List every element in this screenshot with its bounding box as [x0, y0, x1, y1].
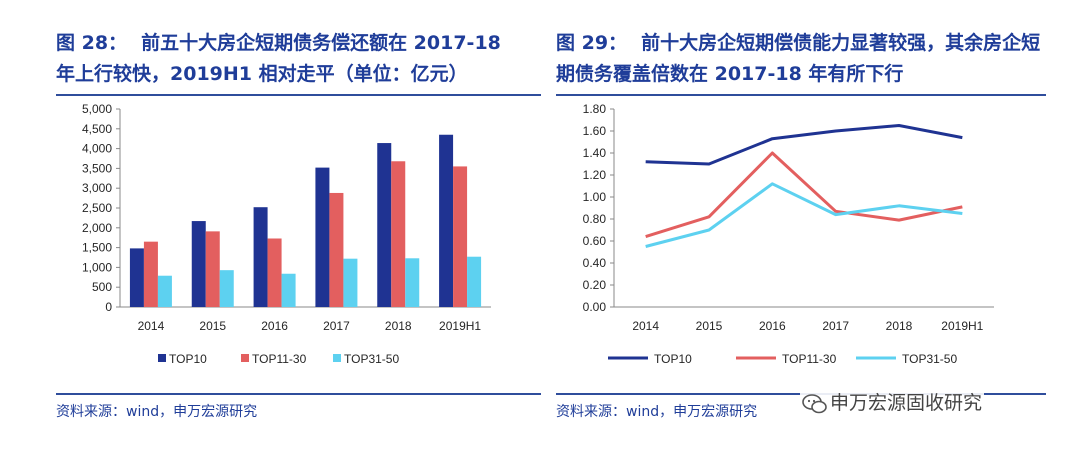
figure-28-title-text: 前五十大房企短期债务偿还额在 2017-18 年上行较快，2019H1 相对走平…	[56, 32, 501, 85]
bar-top31-50	[405, 258, 420, 307]
y-tick-label: 3,500	[82, 161, 112, 175]
y-tick-label: 500	[92, 280, 112, 294]
bar-top31-50	[219, 270, 234, 307]
figure-28-panel: 图 28： 前五十大房企短期债务偿还额在 2017-18 年上行较快，2019H1…	[56, 28, 541, 420]
y-tick-label: 0.20	[583, 278, 607, 292]
watermark-text: 申万宏源固收研究	[830, 392, 983, 414]
series-line-top31-50	[645, 182, 963, 248]
x-tick-label: 2018	[385, 319, 412, 333]
figure-28-title: 图 28： 前五十大房企短期债务偿还额在 2017-18 年上行较快，2019H1…	[56, 28, 526, 90]
bar-top31-50	[281, 273, 296, 307]
watermark: 申万宏源固收研究	[800, 388, 985, 415]
figure-29-title: 图 29： 前十大房企短期偿债能力显著较强，其余房企短期债务覆盖倍数在 2017-…	[556, 28, 1056, 90]
figure-28-number: 图 28：	[56, 32, 128, 54]
bar-chart: 0 500 1,000 1,500 2,000 2,500 3,000 3,500 4,000 4…	[82, 102, 491, 366]
figure-29-number: 图 29：	[556, 32, 628, 54]
x-tick-label: 2015	[199, 319, 226, 333]
y-tick-label: 4,500	[82, 122, 112, 136]
y-tick-label: 0.00	[583, 300, 607, 314]
x-tick-label: 2017	[323, 319, 350, 333]
legend-label-top11-30: TOP11-30	[782, 352, 837, 366]
line-chart: 0.00 0.20 0.40 0.60 0.80 1.00 1.20 1.40 1.60 1.80…	[583, 102, 994, 366]
y-tick-label: 1,500	[82, 241, 112, 255]
bar-top11-30	[329, 192, 344, 307]
x-tick-label: 2017	[822, 319, 849, 333]
y-tick-label: 4,000	[82, 142, 112, 156]
y-tick-label: 1.20	[583, 168, 607, 182]
bar-top11-30	[391, 161, 406, 307]
y-tick-label: 0.60	[583, 234, 607, 248]
legend-label-top10: TOP10	[654, 352, 692, 366]
figure-29-source: 资料来源：wind，申万宏源研究	[556, 404, 758, 420]
legend-swatch-top10	[158, 354, 166, 362]
bar-top10	[315, 167, 330, 307]
bar-top31-50	[343, 258, 358, 307]
y-tick-label: 1.60	[583, 124, 607, 138]
bar-top10	[191, 221, 206, 307]
x-tick-label: 2015	[696, 319, 723, 333]
bar-top31-50	[467, 256, 482, 307]
series-line-top11-30	[645, 151, 963, 239]
y-tick-label: 0.40	[583, 256, 607, 270]
y-tick-label: 1,000	[82, 260, 112, 274]
x-tick-label: 2016	[759, 319, 786, 333]
x-tick-label: 2019H1	[941, 319, 983, 333]
y-tick-label: 0	[105, 300, 112, 314]
y-tick-label: 1.00	[583, 190, 607, 204]
bar-top10	[377, 143, 392, 307]
legend-swatch-top11-30	[241, 354, 249, 362]
bar-top11-30	[267, 238, 282, 307]
bar-top10	[439, 134, 454, 307]
y-tick-label: 5,000	[82, 102, 112, 116]
bar-top10	[253, 207, 268, 307]
bar-top11-30	[205, 231, 220, 307]
legend-label-top31-50: TOP31-50	[344, 352, 399, 366]
legend-label-top10: TOP10	[169, 352, 207, 366]
y-tick-label: 2,000	[82, 221, 112, 235]
legend-swatch-top31-50	[333, 354, 341, 362]
wechat-icon	[802, 393, 827, 413]
bar-top11-30	[143, 241, 158, 307]
x-tick-label: 2014	[138, 319, 165, 333]
bar-top11-30	[453, 166, 468, 307]
legend-label-top31-50: TOP31-50	[902, 352, 957, 366]
bar-top10	[129, 248, 144, 307]
figure-29-title-text: 前十大房企短期偿债能力显著较强，其余房企短期债务覆盖倍数在 2017-18 年有…	[556, 32, 1041, 85]
figure-28-bottom-rule	[56, 393, 541, 395]
x-tick-label: 2016	[261, 319, 288, 333]
y-tick-label: 2,500	[82, 201, 112, 215]
bar-top31-50	[157, 275, 172, 307]
figure-28-top-rule	[56, 94, 541, 96]
y-tick-label: 3,000	[82, 181, 112, 195]
y-tick-label: 1.40	[583, 146, 607, 160]
series-line-top10	[645, 124, 963, 166]
x-tick-label: 2018	[886, 319, 913, 333]
x-tick-label: 2019H1	[439, 319, 481, 333]
x-tick-label: 2014	[632, 319, 659, 333]
figure-29-panel: 图 29： 前十大房企短期偿债能力显著较强，其余房企短期债务覆盖倍数在 2017-…	[540, 0, 1080, 452]
y-tick-label: 0.80	[583, 212, 607, 226]
figure-28-source: 资料来源：wind，申万宏源研究	[56, 404, 258, 420]
figure-29-top-rule	[556, 94, 1046, 96]
legend-label-top11-30: TOP11-30	[252, 352, 307, 366]
y-tick-label: 1.80	[583, 102, 607, 116]
